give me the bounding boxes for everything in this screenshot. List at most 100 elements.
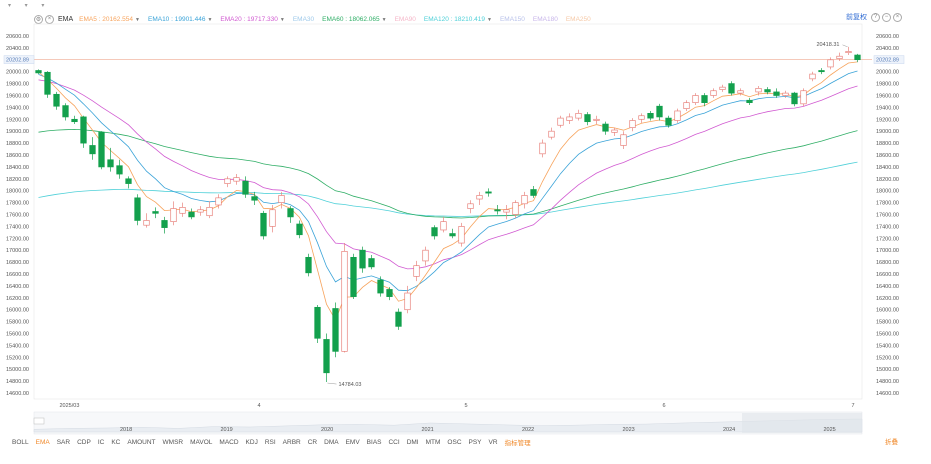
dropdown-arrow-icon[interactable]: ▼ bbox=[279, 16, 285, 23]
candle-body[interactable] bbox=[71, 118, 78, 123]
candle-body[interactable] bbox=[359, 249, 366, 269]
indicator-tab[interactable]: WMSR bbox=[162, 438, 184, 446]
candle-body[interactable] bbox=[665, 117, 672, 126]
candle-body[interactable] bbox=[395, 311, 402, 327]
candle-body[interactable] bbox=[764, 89, 771, 93]
candle-body[interactable] bbox=[224, 178, 231, 184]
candle-body[interactable] bbox=[341, 251, 348, 352]
indicator-tab[interactable]: ARBR bbox=[282, 438, 301, 446]
candle-body[interactable] bbox=[656, 105, 663, 118]
candle-body[interactable] bbox=[458, 226, 465, 244]
collapse-button[interactable]: 折叠 bbox=[885, 439, 898, 446]
candle-body[interactable] bbox=[377, 279, 384, 294]
candle-body[interactable] bbox=[818, 70, 825, 73]
legend-item[interactable]: EMA180 bbox=[532, 15, 558, 23]
candle-body[interactable] bbox=[440, 221, 447, 231]
candle-body[interactable] bbox=[701, 95, 708, 103]
indicator-tab[interactable]: VR bbox=[488, 438, 498, 446]
candle-body[interactable] bbox=[575, 112, 582, 119]
close-panel-icon[interactable]: × bbox=[893, 12, 902, 22]
candle-body[interactable] bbox=[449, 233, 456, 237]
legend-item[interactable]: EMA20 : 19717.330 ▼ bbox=[220, 15, 285, 23]
candle-body[interactable] bbox=[530, 189, 537, 196]
candle-body[interactable] bbox=[548, 130, 555, 138]
candle-body[interactable] bbox=[242, 180, 249, 195]
candle-body[interactable] bbox=[350, 256, 357, 297]
candle-body[interactable] bbox=[521, 195, 528, 205]
candle-body[interactable] bbox=[413, 265, 420, 277]
candle-body[interactable] bbox=[485, 191, 492, 194]
indicator-tab[interactable]: BIAS bbox=[366, 438, 382, 446]
legend-item[interactable]: EMA5 : 20162.554 ▼ bbox=[79, 15, 140, 23]
indicator-tab[interactable]: MTM bbox=[425, 438, 441, 446]
candle-body[interactable] bbox=[287, 208, 294, 218]
indicator-tab[interactable]: OSC bbox=[447, 438, 462, 446]
candle-body[interactable] bbox=[98, 132, 105, 168]
indicator-tab[interactable]: PSY bbox=[468, 438, 482, 446]
indicator-tab[interactable]: CCI bbox=[388, 438, 400, 446]
candle-body[interactable] bbox=[296, 223, 303, 236]
indicator-tab[interactable]: CR bbox=[307, 438, 318, 446]
help-icon[interactable]: ? bbox=[871, 12, 880, 22]
indicator-tab[interactable]: KDJ bbox=[245, 438, 258, 446]
candle-body[interactable] bbox=[386, 289, 393, 297]
candle-body[interactable] bbox=[791, 92, 798, 105]
candle-body[interactable] bbox=[584, 114, 591, 123]
candle-body[interactable] bbox=[278, 195, 285, 203]
indicator-tab[interactable]: 指标管理 bbox=[504, 440, 531, 447]
candle-body[interactable] bbox=[827, 59, 834, 68]
indicator-tab[interactable]: KC bbox=[111, 438, 121, 446]
candle-body[interactable] bbox=[188, 211, 195, 218]
indicator-tab[interactable]: BOLL bbox=[12, 438, 29, 446]
candle-body[interactable] bbox=[269, 209, 276, 227]
candle-body[interactable] bbox=[53, 93, 60, 107]
candle-body[interactable] bbox=[125, 178, 132, 184]
candle-body[interactable] bbox=[116, 165, 123, 175]
candle-body[interactable] bbox=[719, 86, 726, 90]
candle-body[interactable] bbox=[62, 105, 69, 118]
candle-body[interactable] bbox=[539, 142, 546, 155]
candle-body[interactable] bbox=[314, 306, 321, 339]
indicator-tab[interactable]: IC bbox=[97, 438, 105, 446]
candle-body[interactable] bbox=[620, 134, 627, 146]
legend-item[interactable]: EMA10 : 19901.446 ▼ bbox=[147, 15, 213, 23]
candle-body[interactable] bbox=[215, 197, 222, 206]
candle-body[interactable] bbox=[773, 91, 780, 96]
legend-item[interactable]: EMA250 bbox=[565, 15, 591, 23]
candle-body[interactable] bbox=[602, 123, 609, 132]
candle-body[interactable] bbox=[737, 90, 744, 94]
close-icon[interactable]: × bbox=[45, 14, 54, 24]
candle-body[interactable] bbox=[467, 203, 474, 209]
candle-body[interactable] bbox=[755, 88, 762, 93]
indicator-tab[interactable]: MAVOL bbox=[190, 438, 213, 446]
legend-item[interactable]: EMA150 bbox=[499, 15, 525, 23]
candle-body[interactable] bbox=[710, 90, 717, 96]
candle-body[interactable] bbox=[107, 159, 114, 168]
legend-item[interactable]: EMA90 bbox=[394, 15, 416, 23]
dropdown-arrow-icon[interactable]: ▼ bbox=[207, 16, 213, 23]
candle-body[interactable] bbox=[152, 211, 159, 214]
candle-body[interactable] bbox=[494, 209, 501, 212]
indicator-tab[interactable]: DMA bbox=[324, 438, 339, 446]
candle-body[interactable] bbox=[836, 55, 843, 59]
candle-body[interactable] bbox=[251, 196, 258, 201]
indicator-tab[interactable]: DMI bbox=[406, 438, 419, 446]
candle-body[interactable] bbox=[44, 71, 51, 95]
candle-body[interactable] bbox=[134, 197, 141, 221]
legend-item[interactable]: EMA120 : 18210.419 ▼ bbox=[423, 15, 492, 23]
indicator-tab[interactable]: AMOUNT bbox=[127, 438, 156, 446]
legend-item[interactable]: EMA60 : 18062.065 ▼ bbox=[322, 15, 387, 23]
candle-body[interactable] bbox=[674, 110, 681, 121]
candle-body[interactable] bbox=[332, 308, 339, 352]
candle-body[interactable] bbox=[692, 95, 699, 103]
candle-body[interactable] bbox=[800, 90, 807, 105]
indicator-tab[interactable]: EMV bbox=[345, 438, 360, 446]
candle-body[interactable] bbox=[305, 256, 312, 274]
indicator-tab[interactable]: RSI bbox=[264, 438, 276, 446]
candle-body[interactable] bbox=[431, 227, 438, 237]
candle-body[interactable] bbox=[629, 120, 636, 128]
dropdown-arrow-icon[interactable]: ▼ bbox=[135, 16, 140, 23]
candle-body[interactable] bbox=[503, 209, 510, 213]
dropdown-arrow-icon[interactable]: ▼ bbox=[486, 16, 492, 23]
candle-body[interactable] bbox=[161, 220, 168, 228]
